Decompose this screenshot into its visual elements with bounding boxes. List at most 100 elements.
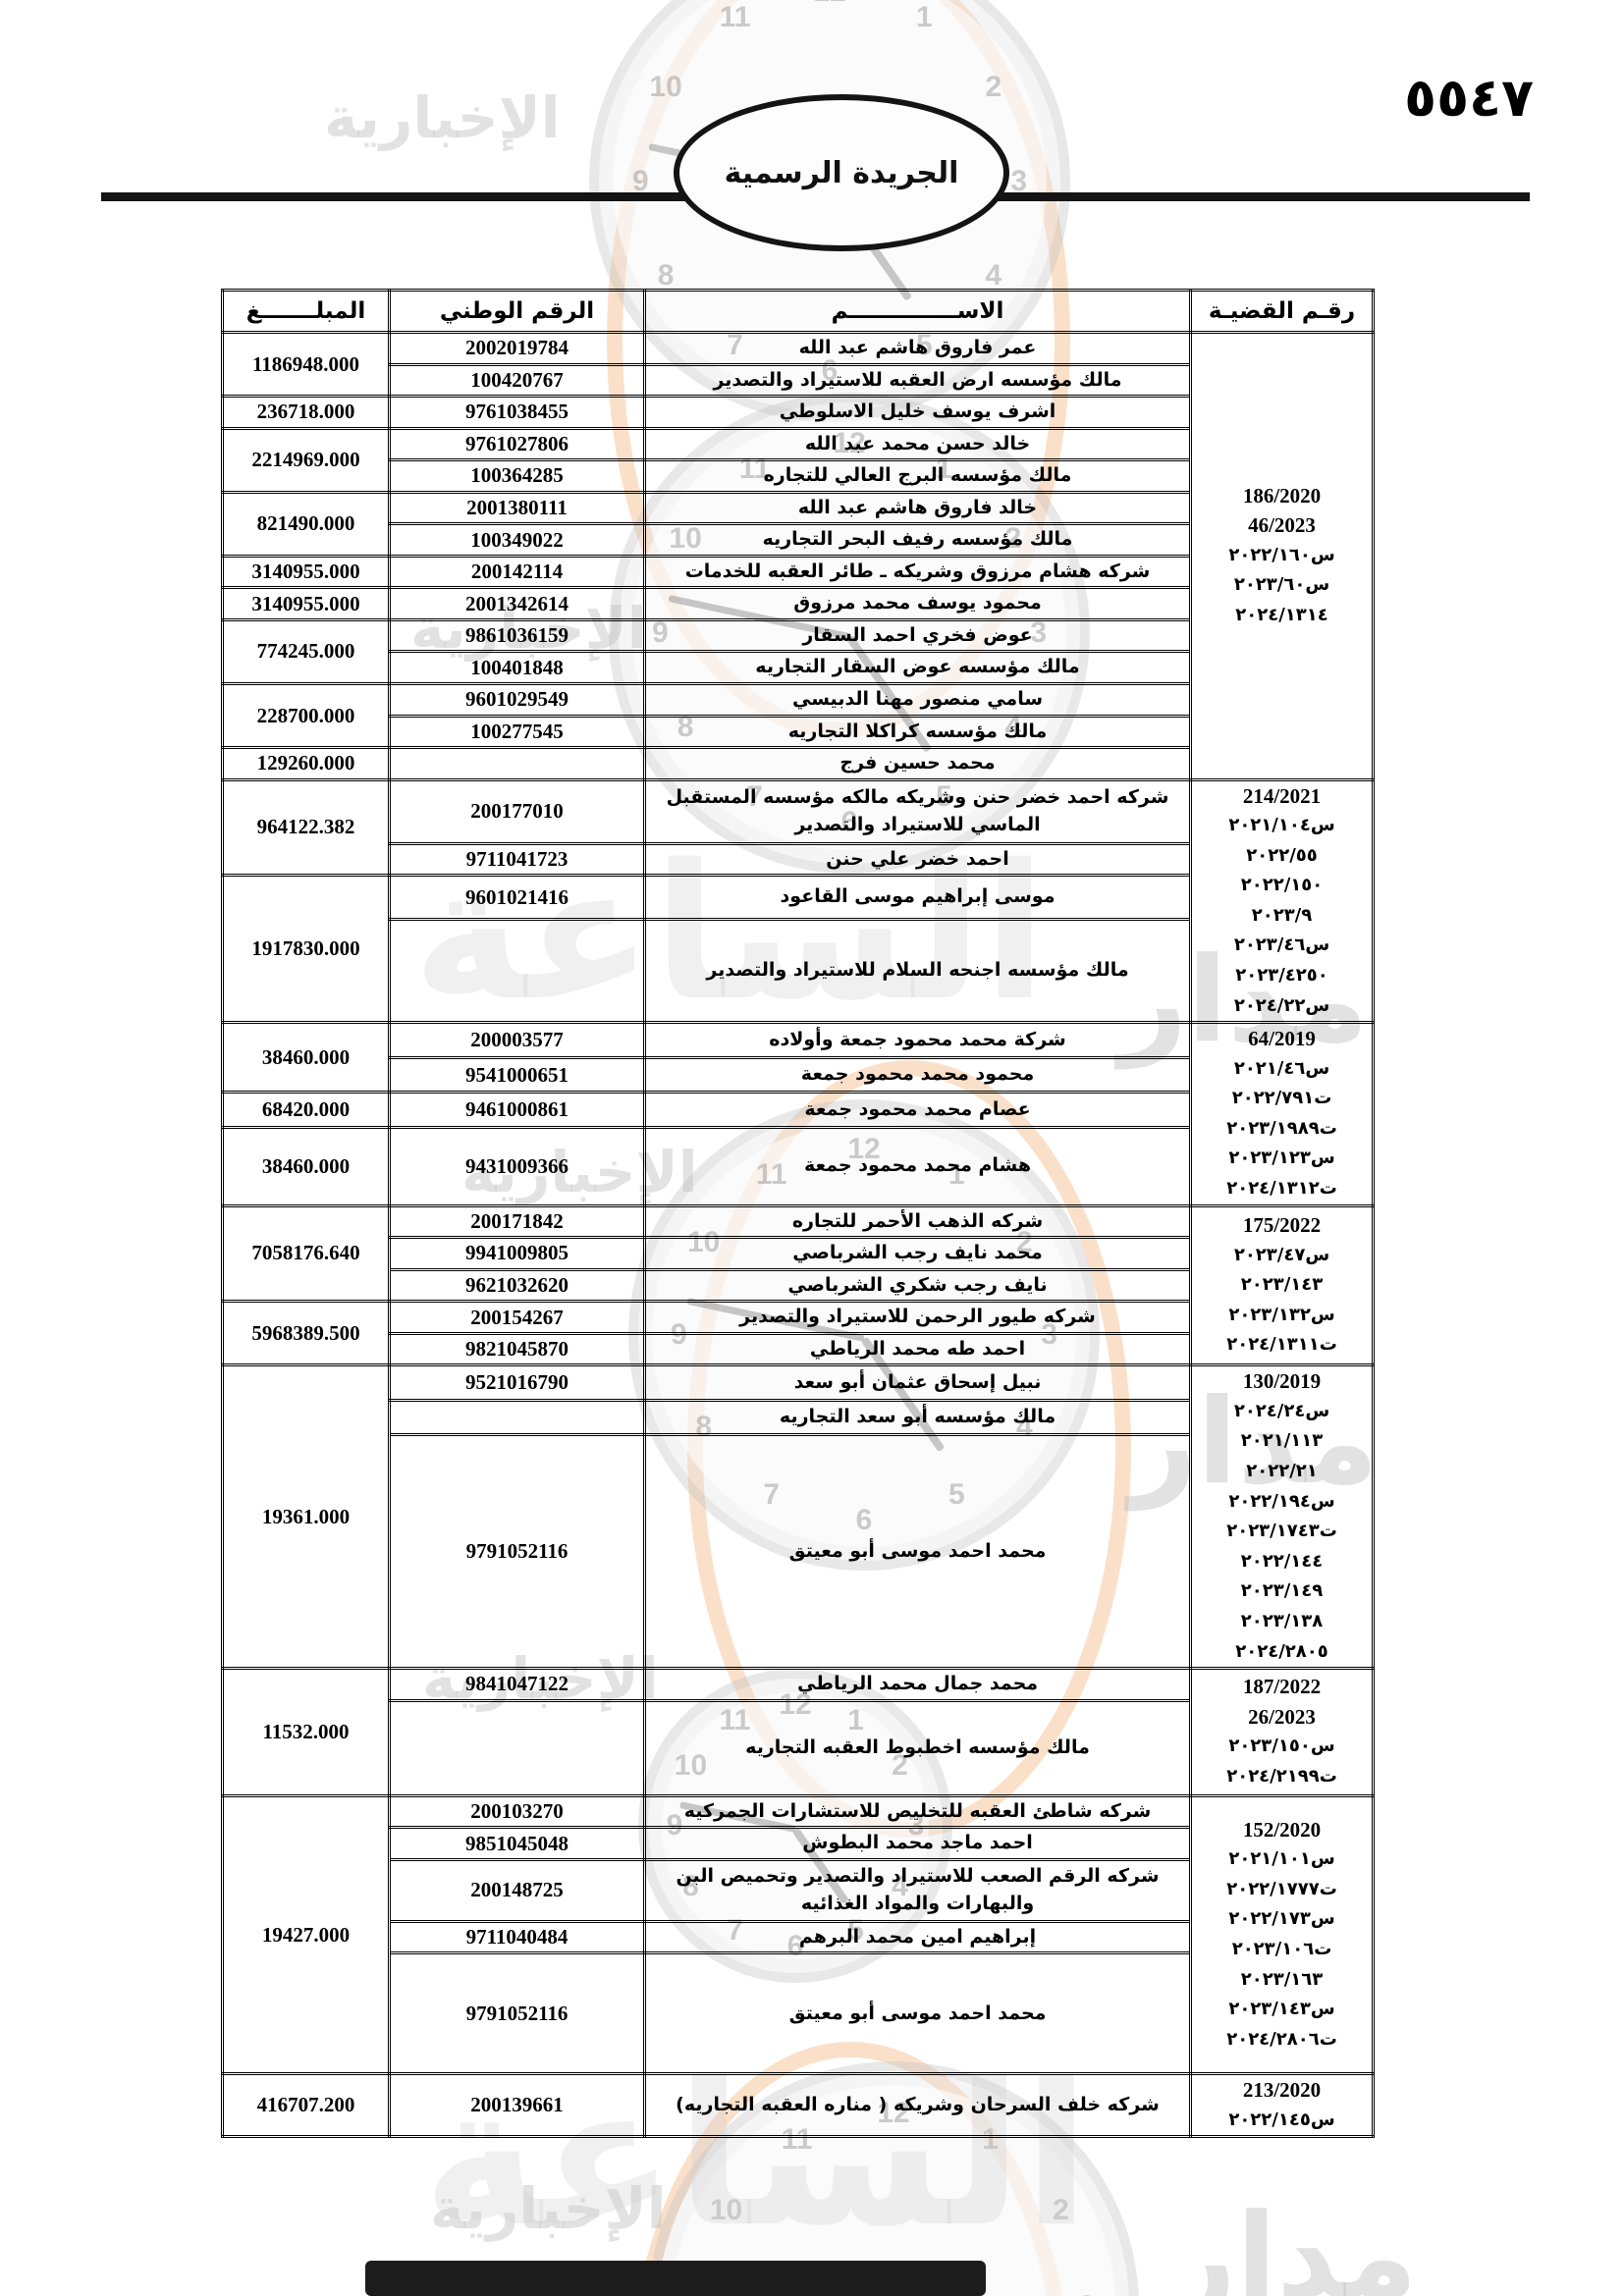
amount-cell: 774245.000 xyxy=(221,617,391,686)
case-line: س٢٠٢٢/١٦٠ xyxy=(1228,544,1335,565)
name-cell: شركه الرقم الصعب للاستيراد والتصدير وتحم… xyxy=(643,1857,1192,1923)
name-cell: محمود محمد محمود جمعة xyxy=(643,1055,1192,1095)
amount-cell: 11532.000 xyxy=(221,1667,391,1797)
case-line: 186/2020 xyxy=(1242,484,1322,507)
national-id-cell: 9601029549 xyxy=(388,682,646,718)
table-row: محمود محمد محمود جمعة 9541000651 xyxy=(223,1055,1374,1095)
name-cell: مالك مؤسسه ارض العقبه للاستيراد والتصدير xyxy=(643,362,1192,399)
national-id-cell: 2001380111 xyxy=(388,490,646,526)
case-line: س٢٠٢١/١٠٤ xyxy=(1228,815,1335,836)
amount-cell: 38460.000 xyxy=(221,1021,391,1095)
case-line: ٢٠٢٤/١٣١٤ xyxy=(1235,605,1328,626)
name-cell: عصام محمد محمود جمعة xyxy=(643,1091,1192,1129)
name-cell: مالك مؤسسه رفيف البحر التجاريه xyxy=(643,522,1192,558)
case-line: س٢٠٢٣/١٥٠ xyxy=(1228,1735,1335,1757)
national-id-cell: 2001342614 xyxy=(388,586,646,621)
case-number-cell: 175/2022 س٢٠٢٣/٤٧ ٢٠٢٣/١٤٣ س٢٠٢٣/١٣٢ ت٢٠٢٤/١… xyxy=(1189,1203,1375,1367)
name-cell: مالك مؤسسه اخطبوط العقبه التجاريه xyxy=(643,1698,1192,1797)
name-cell: خالد فاروق هاشم عبد الله xyxy=(643,490,1192,526)
table-row: عصام محمد محمود جمعة 9461000861 68420.000 xyxy=(221,1091,1374,1129)
case-line: ٢٠٢١/١١٣ xyxy=(1240,1430,1324,1452)
national-id-cell: 9461000861 xyxy=(388,1091,646,1129)
case-line: 64/2019 xyxy=(1248,1027,1316,1051)
column-header-case-number: رقـم القضيـة xyxy=(1189,289,1375,334)
national-id-cell: 200171842 xyxy=(388,1203,646,1240)
national-id-cell: 200177010 xyxy=(388,777,646,845)
name-cell: موسى إبراهيم موسى القاعود xyxy=(643,874,1192,922)
name-cell: محمود يوسف محمد مرزوق xyxy=(643,586,1192,621)
name-cell: احمد طه محمد الرياطي xyxy=(643,1331,1192,1367)
name-cell: مالك مؤسسه البرج العالي للتجاره xyxy=(643,458,1192,494)
column-header-name: الاســــــــــــــم xyxy=(643,289,1192,334)
amount-cell: 416707.200 xyxy=(221,2072,391,2139)
case-line: س٢٠٢٢/١٤٥ xyxy=(1228,2109,1335,2130)
column-header-national-id: الرقم الوطني xyxy=(388,289,646,334)
name-cell: هشام محمد محمود جمعة xyxy=(643,1125,1192,1207)
national-id-cell: 9761038455 xyxy=(388,395,646,430)
table-row: سامي منصور مهنا الدبيسي 9601029549 228700.… xyxy=(221,682,1374,750)
name-cell: مالك مؤسسه اجنحه السلام للاستيراد والتصد… xyxy=(643,918,1192,1025)
case-line: ٢٠٢٣/٤٢٥٠ xyxy=(1235,965,1328,987)
name-cell: شركة محمد محمود جمعة وأولاده xyxy=(643,1021,1192,1059)
amount-cell: 129260.000 xyxy=(221,746,391,781)
national-id-cell: 200148725 xyxy=(388,1857,646,1923)
case-line: س٢٠٢٣/٤٦ xyxy=(1233,934,1330,956)
case-line: 213/2020 xyxy=(1242,2078,1322,2103)
amount-cell: 2214969.000 xyxy=(221,426,391,494)
name-cell: محمد احمد موسى أبو معيتق xyxy=(643,1432,1192,1671)
case-line: ٢٠٢٢/١٤٤ xyxy=(1240,1550,1324,1572)
national-id-cell: 9431009366 xyxy=(388,1125,646,1207)
case-line: ٢٠٢٣/٩ xyxy=(1251,904,1313,926)
amount-cell: 964122.382 xyxy=(221,777,391,878)
case-line: 214/2021 xyxy=(1242,783,1322,808)
name-cell: نبيل إسحاق عثمان أبو سعد xyxy=(643,1363,1192,1402)
national-id-cell: 9821045870 xyxy=(388,1331,646,1367)
table-row: محمد احمد موسى أبو معيتق 9791052116 xyxy=(223,1432,1374,1671)
name-cell: محمد نايف رجب الشرباصي xyxy=(643,1236,1192,1271)
case-line: 46/2023 xyxy=(1248,513,1316,538)
national-id-cell: 9521016790 xyxy=(388,1363,646,1402)
table-row: 186/2020 46/2023 س٢٠٢٢/١٦٠ س٢٠٢٣/٦٠ ٢٠٢٤/١٣١… xyxy=(221,330,1375,781)
national-id-cell: 200103270 xyxy=(388,1793,646,1830)
case-line: ٢٠٢٣/١٣٨ xyxy=(1240,1610,1324,1631)
case-line: س٢٠٢٣/٤٧ xyxy=(1233,1244,1330,1265)
records-table-body: 186/2020 46/2023 س٢٠٢٢/١٦٠ س٢٠٢٣/٦٠ ٢٠٢٤/١٣١… xyxy=(221,330,1375,2139)
amount-cell: 38460.000 xyxy=(221,1125,391,1207)
national-id-cell: 9761027806 xyxy=(388,426,646,462)
name-cell: شركه هشام مرزوق وشريكه ـ طائر العقبه للخ… xyxy=(643,554,1192,590)
national-id-cell: 9711040484 xyxy=(388,1919,646,1955)
table-row: 152/2020 س٢٠٢١/١٠١ ت٢٠٢٢/١٧٧٧ س٢٠٢٢/١٧٣ ت٢٠٢… xyxy=(221,1793,1375,2076)
name-cell: شركه خلف السرحان وشريكه ( مناره العقبه ا… xyxy=(643,2072,1192,2139)
case-number-cell: 214/2021 س٢٠٢١/١٠٤ ٢٠٢٢/٥٥ ٢٠٢٢/١٥٠ ٢٠٢٣/٩ س٢… xyxy=(1189,777,1375,1025)
name-cell: شركه شاطئ العقبه للتخليص للاستشارات الجم… xyxy=(643,1793,1192,1830)
case-line: ٢٠٢٣/١٤٣ xyxy=(1240,1274,1324,1296)
case-line: ت٢٠٢٢/٧٩١ xyxy=(1231,1088,1332,1109)
name-cell: محمد جمال محمد الرياطي xyxy=(643,1667,1192,1702)
amount-cell: 3140955.000 xyxy=(221,554,391,590)
amount-cell: 7058176.640 xyxy=(221,1203,391,1304)
national-id-cell: 2002019784 xyxy=(388,331,646,366)
case-line: س٢٠٢٣/١٢٣ xyxy=(1228,1148,1335,1169)
records-table: رقـم القضيـة الاســــــــــــــم الرقم ا… xyxy=(221,289,1375,2139)
case-line: ٢٠٢٣/١٦٣ xyxy=(1240,1968,1324,1990)
case-line: 175/2022 xyxy=(1242,1213,1322,1238)
case-line: س٢٠٢٣/١٣٢ xyxy=(1228,1304,1335,1325)
national-id-cell: 9711041723 xyxy=(388,841,646,878)
name-cell: سامي منصور مهنا الدبيسي xyxy=(643,682,1192,718)
national-id-cell: 9621032620 xyxy=(388,1267,646,1304)
case-line: ت٢٠٢٤/٢١٩٩ xyxy=(1226,1765,1337,1787)
case-line: 26/2023 xyxy=(1248,1704,1316,1729)
name-cell: محمد احمد موسى أبو معيتق xyxy=(643,1951,1192,2076)
column-header-amount: المبلـــــــغ xyxy=(221,289,391,334)
page-number: ٥٥٤٧ xyxy=(1404,67,1534,129)
case-line: س٢٠٢٤/٢٢ xyxy=(1233,994,1330,1016)
amount-cell: 5968389.500 xyxy=(221,1300,391,1367)
case-line: ٢٠٢٢/٢١ xyxy=(1246,1461,1318,1482)
table-row: مالك مؤسسه اجنحه السلام للاستيراد والتصد… xyxy=(223,918,1374,1025)
case-line: 187/2022 xyxy=(1242,1675,1322,1699)
case-number-cell: 186/2020 46/2023 س٢٠٢٢/١٦٠ س٢٠٢٣/٦٠ ٢٠٢٤/١٣١… xyxy=(1189,331,1375,781)
case-line: 152/2020 xyxy=(1242,1817,1322,1842)
watermark-news-word: الإخبارية xyxy=(430,2175,667,2242)
name-cell: شركه طيور الرحمن للاستيراد والتصدير xyxy=(643,1300,1192,1335)
